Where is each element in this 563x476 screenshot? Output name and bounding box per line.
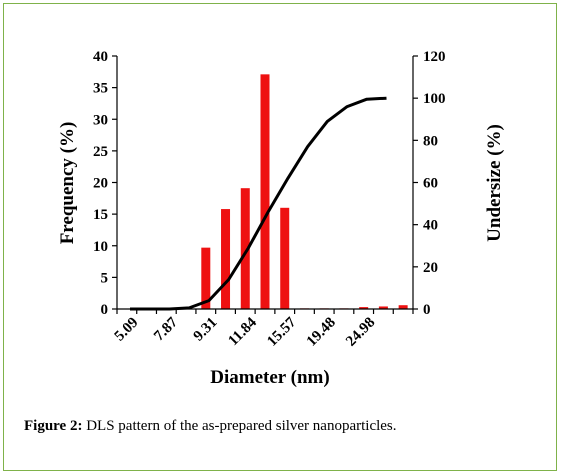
axes (112, 55, 418, 314)
y-axis-right-title: Undersize (%) (484, 124, 505, 242)
y-right-tick-label: 80 (423, 133, 438, 149)
y-left-tick-label: 25 (93, 144, 108, 160)
y-axis-left-title: Frequency (%) (57, 122, 78, 245)
y-right-tick-label: 0 (423, 302, 431, 318)
bar (398, 305, 408, 309)
y-left-tick-label: 15 (93, 207, 108, 223)
bar (240, 188, 250, 309)
bar (359, 307, 369, 309)
figure-frame (3, 3, 557, 471)
x-tick-label: 11.84 (225, 314, 260, 349)
y-right-tick-label: 60 (423, 176, 438, 192)
y-left-tick-label: 35 (93, 81, 108, 97)
undersize-curve (130, 96, 387, 311)
y-left-tick-label: 0 (101, 302, 109, 318)
caption-text: DLS pattern of the as-prepared silver na… (82, 418, 397, 434)
bar (221, 209, 231, 309)
y-left-tick-label: 20 (93, 176, 108, 192)
x-axis-title: Diameter (nm) (210, 367, 329, 388)
y-left-tick-label: 5 (101, 270, 109, 286)
bar (201, 247, 211, 309)
x-tick-label: 7.87 (151, 314, 181, 344)
bar (378, 306, 388, 309)
x-tick-label: 24.98 (343, 315, 378, 350)
bar (260, 74, 270, 309)
y-left-tick-label: 40 (93, 49, 108, 65)
x-tick-label: 9.31 (191, 315, 221, 345)
x-tick-label: 15.57 (264, 314, 300, 350)
y-right-tick-label: 40 (423, 218, 438, 234)
y-right-tick-label: 100 (423, 91, 446, 107)
y-right-tick-label: 20 (423, 260, 438, 276)
y-right-tick-label: 120 (423, 49, 446, 65)
bar (280, 207, 290, 309)
y-left-tick-label: 10 (93, 239, 108, 255)
caption-label: Figure 2: (24, 418, 83, 434)
x-tick-label: 19.48 (304, 315, 339, 350)
x-tick-label: 5.09 (112, 315, 142, 345)
y-left-tick-label: 30 (93, 112, 108, 128)
figure-caption: Figure 2: DLS pattern of the as-prepared… (24, 418, 544, 435)
